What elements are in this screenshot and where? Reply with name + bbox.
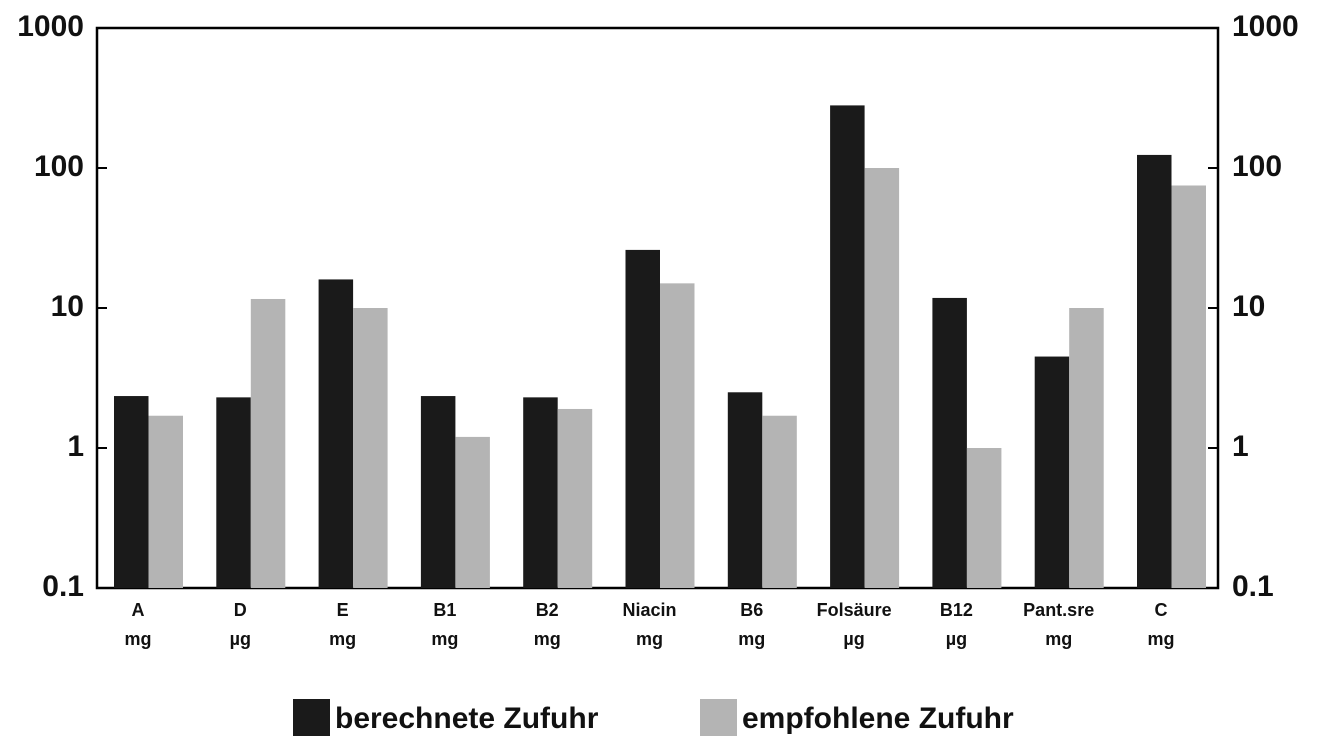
x-unit-label: µg	[230, 629, 251, 649]
bar	[1069, 308, 1104, 588]
x-tick-label: B1	[433, 600, 456, 620]
legend-label: berechnete Zufuhr	[335, 702, 599, 735]
x-unit-label: mg	[1148, 629, 1175, 649]
y2-tick-label: 100	[1232, 150, 1282, 183]
bar	[523, 397, 558, 588]
x-unit-label: mg	[636, 629, 663, 649]
x-tick-label: Pant.sre	[1023, 600, 1094, 620]
legend-swatch	[700, 699, 737, 736]
x-tick-label: E	[337, 600, 349, 620]
y-tick-label: 1000	[17, 10, 84, 43]
x-tick-label: A	[132, 600, 145, 620]
y2-tick-label: 0.1	[1232, 570, 1274, 603]
x-unit-label: mg	[534, 629, 561, 649]
bar	[625, 249, 660, 588]
x-tick-label: D	[234, 600, 247, 620]
y-tick-label: 0.1	[42, 570, 84, 603]
x-unit-label: mg	[329, 629, 356, 649]
legend-label: empfohlene Zufuhr	[742, 702, 1014, 735]
bar	[966, 448, 1002, 588]
x-unit-label: µg	[843, 629, 864, 649]
x-unit-label: mg	[125, 629, 152, 649]
x-tick-label: B6	[740, 600, 763, 620]
bar	[1137, 154, 1172, 588]
x-unit-label: mg	[431, 629, 458, 649]
bar	[216, 397, 251, 588]
x-tick-label: Niacin	[622, 600, 676, 620]
y-tick-label: 10	[51, 290, 84, 323]
bar	[762, 415, 797, 588]
bar	[353, 308, 388, 588]
bar	[455, 436, 490, 588]
bar	[318, 279, 354, 588]
bar	[557, 408, 593, 588]
y2-tick-label: 1000	[1232, 10, 1299, 43]
x-tick-label: B2	[536, 600, 559, 620]
bar	[114, 396, 149, 588]
bar	[148, 415, 183, 588]
x-unit-label: µg	[946, 629, 967, 649]
y-tick-label: 100	[34, 150, 84, 183]
bar	[1034, 356, 1070, 588]
x-unit-label: mg	[1045, 629, 1072, 649]
bar	[932, 297, 967, 588]
y2-tick-label: 10	[1232, 290, 1265, 323]
x-tick-label: Folsäure	[817, 600, 892, 620]
legend-swatch	[293, 699, 330, 736]
y-tick-label: 1	[67, 430, 84, 463]
x-tick-label: C	[1155, 600, 1168, 620]
bar	[864, 168, 900, 588]
bar	[830, 105, 865, 588]
x-unit-label: mg	[738, 629, 765, 649]
bar	[250, 298, 286, 588]
x-tick-label: B12	[940, 600, 973, 620]
bar	[420, 396, 456, 588]
bar	[660, 283, 695, 588]
y2-tick-label: 1	[1232, 430, 1249, 463]
bar	[1171, 185, 1206, 588]
bar	[727, 392, 763, 588]
